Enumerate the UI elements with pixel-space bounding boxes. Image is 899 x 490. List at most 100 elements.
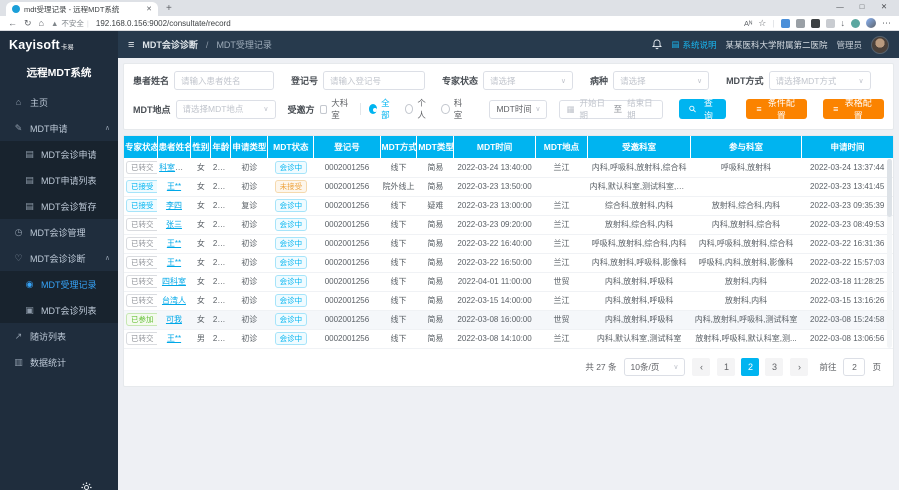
browser-menu-icon[interactable]: ⋯ xyxy=(882,19,891,28)
read-aloud-icon[interactable]: Aᴺ xyxy=(744,19,752,28)
notification-bell-icon[interactable] xyxy=(652,39,662,50)
patient-name-link[interactable]: 王** xyxy=(167,334,181,343)
home-icon[interactable]: ⌂ xyxy=(39,19,44,28)
table-cell: 简易 xyxy=(417,329,454,348)
sidebar-item[interactable]: ▣MDT会诊列表 xyxy=(0,297,118,323)
minimize-icon[interactable]: — xyxy=(829,0,851,14)
mdt-place-select[interactable]: 请选择MDT地点 ∨ xyxy=(176,100,276,119)
patient-name-link[interactable]: 李四 xyxy=(166,201,182,210)
page-number-button[interactable]: 3 xyxy=(765,358,783,376)
extension-icon[interactable] xyxy=(781,19,790,28)
table-row[interactable]: 已转交王**女21岁初诊会诊中0002001256线下简易2022-03-22 … xyxy=(124,234,893,253)
refresh-icon[interactable]: ↻ xyxy=(24,19,32,28)
tab-close-icon[interactable]: ✕ xyxy=(146,5,152,13)
extension-icon[interactable] xyxy=(796,19,805,28)
table-scrollbar[interactable] xyxy=(887,159,892,348)
table-row[interactable]: 已参加可我女21岁初诊会诊中0002001256线下简易2022-03-08 1… xyxy=(124,310,893,329)
next-page-button[interactable]: › xyxy=(790,358,808,376)
close-icon[interactable]: ✕ xyxy=(873,0,895,14)
table-row[interactable]: 已转交四科室女21岁初诊会诊中0002001256线下简易2022-04-01 … xyxy=(124,272,893,291)
table-cell: 内科,放射科,综合科 xyxy=(691,215,802,234)
sidebar-item[interactable]: ▤MDT会诊暂存 xyxy=(0,193,118,219)
page-number-button[interactable]: 2 xyxy=(741,358,759,376)
security-indicator[interactable]: ▲ 不安全 | xyxy=(51,18,89,29)
favorite-star-icon[interactable]: ☆ xyxy=(758,19,766,28)
sidebar-item[interactable]: ◉MDT受理记录 xyxy=(0,271,118,297)
table-row[interactable]: 已转交王**男21岁初诊会诊中0002001256线下简易2022-03-08 … xyxy=(124,329,893,348)
search-button[interactable]: 查询 xyxy=(679,99,726,119)
page-number-button[interactable]: 1 xyxy=(717,358,735,376)
sidebar-item[interactable]: ♡MDT会诊诊断∧ xyxy=(0,245,118,271)
radio-all[interactable] xyxy=(369,104,377,114)
patient-name-link[interactable]: 科室受邀 xyxy=(159,163,191,172)
table-row[interactable]: 已转交科室受邀女21岁初诊会诊中0002001256线下简易2022-03-24… xyxy=(124,158,893,177)
records-table: 专家状态患者姓名性别年龄申请类型MDT状态登记号MDT方式MDT类型MDT时间M… xyxy=(124,136,893,349)
column-header: 申请类型 xyxy=(231,136,268,158)
radio-personal[interactable] xyxy=(405,104,413,114)
big-dept-checkbox-label[interactable]: 大科室 xyxy=(331,97,352,121)
table-row[interactable]: 已转交台湾人女21岁初诊会诊中0002001256线下简易2022-03-15 … xyxy=(124,291,893,310)
time-type-select[interactable]: MDT时间 ∨ xyxy=(489,100,547,119)
patient-name-link[interactable]: 四科室 xyxy=(162,277,186,286)
table-cell: 简易 xyxy=(417,253,454,272)
patient-name-input[interactable] xyxy=(174,71,274,90)
table-row[interactable]: 已接受李四女21岁复诊会诊中0002001256线下疑难2022-03-23 1… xyxy=(124,196,893,215)
radio-dept[interactable] xyxy=(441,104,449,114)
patient-name-link[interactable]: 王** xyxy=(167,182,181,191)
system-help-link[interactable]: ▤ 系统说明 xyxy=(671,39,716,51)
sidebar-item[interactable]: ↗随访列表 xyxy=(0,323,118,349)
register-no-input[interactable] xyxy=(323,71,425,90)
patient-name-link[interactable]: 台湾人 xyxy=(162,296,186,305)
table-cell: 2022-03-15 13:16:26 xyxy=(801,291,893,310)
user-avatar[interactable] xyxy=(871,36,889,54)
browser-tab[interactable]: mdt受理记录 - 远程MDT系统 ✕ xyxy=(6,2,158,16)
patient-name-link[interactable]: 王** xyxy=(167,239,181,248)
table-cell: 线下 xyxy=(380,158,417,177)
table-cell: 女 xyxy=(191,310,211,329)
table-cell xyxy=(535,177,587,196)
calendar-icon: ▦ xyxy=(566,104,574,115)
prev-page-button[interactable]: ‹ xyxy=(692,358,710,376)
patient-name-link[interactable]: 可我 xyxy=(166,315,182,324)
mdt-mode-select[interactable]: 请选择MDT方式 ∨ xyxy=(769,71,871,90)
table-cell: 兰江 xyxy=(535,234,587,253)
edit-icon: ✎ xyxy=(13,123,24,134)
extension-icon[interactable] xyxy=(811,19,820,28)
hospital-name: 某某医科大学附属第二医院 xyxy=(725,39,827,51)
maximize-icon[interactable]: □ xyxy=(851,0,873,14)
back-icon[interactable]: ← xyxy=(8,19,17,28)
url-text[interactable]: 192.168.0.156:9002/consultate/record xyxy=(96,19,737,28)
settings-gear-icon[interactable] xyxy=(81,480,92,490)
collapse-sidebar-icon[interactable]: ≡ xyxy=(128,39,134,51)
patient-name-link[interactable]: 王** xyxy=(167,258,181,267)
big-dept-checkbox[interactable] xyxy=(320,105,328,114)
chevron-down-icon: ∨ xyxy=(535,105,540,113)
sidebar-item[interactable]: ✎MDT申请∧ xyxy=(0,115,118,141)
table-cell: 科室受邀 xyxy=(157,158,191,177)
sidebar-item[interactable]: ⌂主页 xyxy=(0,89,118,115)
table-cell xyxy=(691,177,802,196)
table-row[interactable]: 已转交王**女21岁初诊会诊中0002001256线下简易2022-03-22 … xyxy=(124,253,893,272)
sidebar-item[interactable]: ◷MDT会诊管理 xyxy=(0,219,118,245)
extension-icon[interactable] xyxy=(851,19,860,28)
page-size-select[interactable]: 10条/页 ∨ xyxy=(624,358,686,376)
table-row[interactable]: 已转交张三女22岁初诊会诊中0002001256线下简易2022-03-23 0… xyxy=(124,215,893,234)
sidebar-item[interactable]: ▥数据统计 xyxy=(0,349,118,375)
condition-config-button[interactable]: ≡ 条件配置 xyxy=(746,99,807,119)
extension-icon[interactable] xyxy=(826,19,835,28)
sidebar-item[interactable]: ▤MDT申请列表 xyxy=(0,167,118,193)
sidebar-item[interactable]: ▤MDT会诊申请 xyxy=(0,141,118,167)
patient-name-link[interactable]: 张三 xyxy=(166,220,182,229)
date-range-picker[interactable]: ▦ 开始日期 至 结束日期 xyxy=(559,100,663,119)
disease-select[interactable]: 请选择 ∨ xyxy=(613,71,709,90)
goto-page-input[interactable] xyxy=(843,358,865,376)
browser-profile-avatar[interactable] xyxy=(866,18,876,28)
table-row[interactable]: 已接受王**女21岁初诊未接受0002001256院外线上简易2022-03-2… xyxy=(124,177,893,196)
new-tab-button[interactable]: + xyxy=(166,3,172,14)
download-icon[interactable]: ↓ xyxy=(841,19,846,28)
table-cell: 简易 xyxy=(417,272,454,291)
chart-icon: ▥ xyxy=(13,357,24,368)
expert-status-select[interactable]: 请选择 ∨ xyxy=(483,71,573,90)
table-cell: 初诊 xyxy=(231,291,268,310)
table-config-button[interactable]: ≡ 表格配置 xyxy=(823,99,884,119)
